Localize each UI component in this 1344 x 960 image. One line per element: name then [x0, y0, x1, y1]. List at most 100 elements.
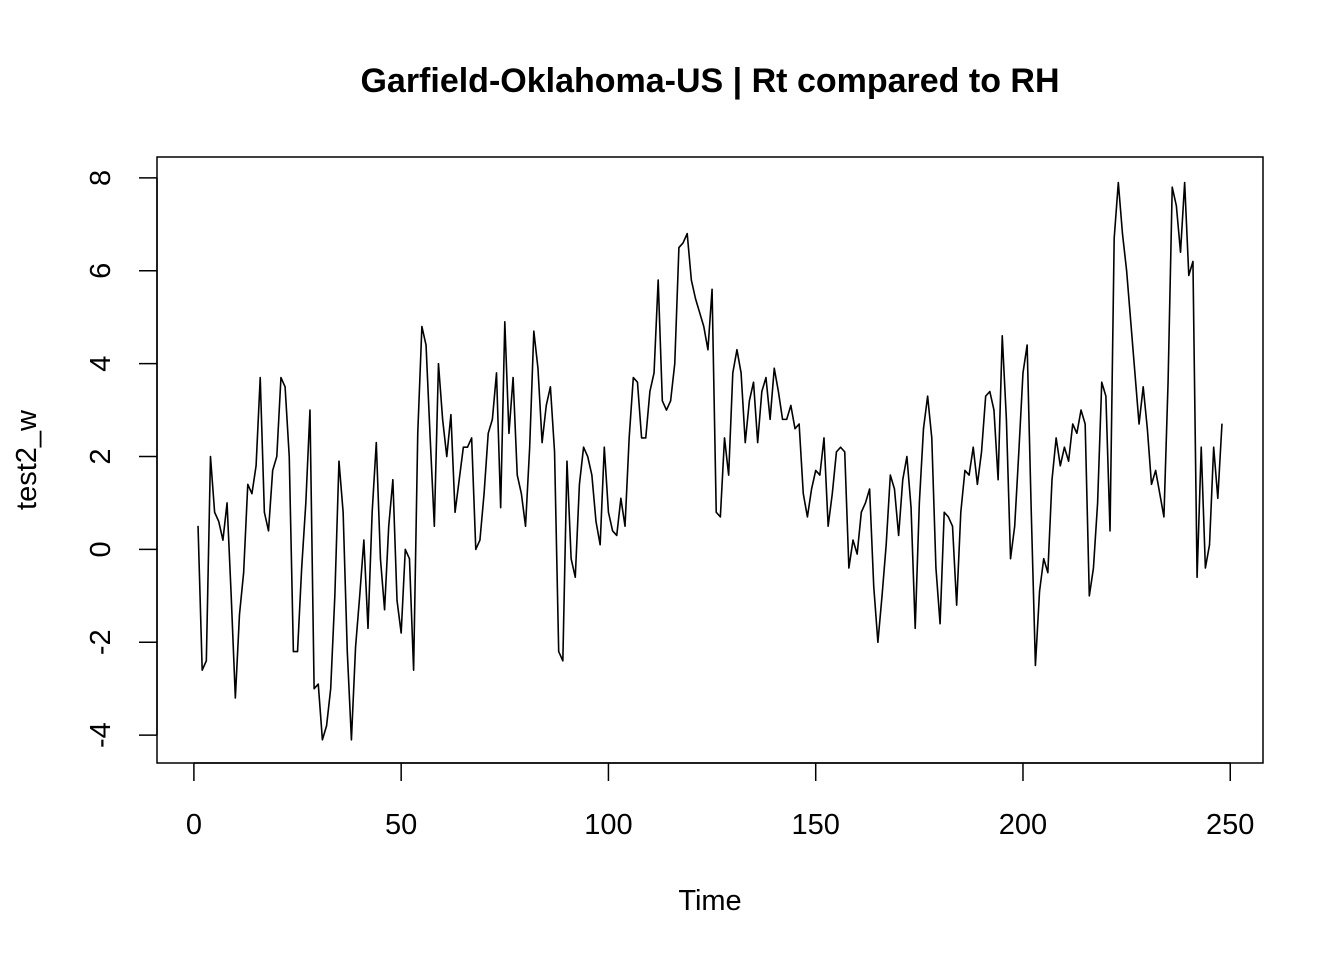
- data-point: [1134, 372, 1136, 374]
- data-point: [964, 469, 966, 472]
- data-point: [711, 288, 713, 290]
- x-tick-label: 250: [1206, 809, 1254, 841]
- data-point: [918, 502, 920, 504]
- x-tick-label: 50: [385, 809, 417, 841]
- data-point: [487, 432, 489, 434]
- data-point: [810, 488, 813, 490]
- data-point: [972, 446, 974, 448]
- data-point: [367, 627, 369, 629]
- data-point: [284, 386, 286, 388]
- data-point: [570, 558, 572, 560]
- data-point: [773, 367, 775, 369]
- data-point: [334, 595, 336, 597]
- data-point: [379, 558, 382, 560]
- data-point: [839, 446, 842, 448]
- data-point: [516, 474, 518, 476]
- data-point: [599, 544, 601, 546]
- data-point: [292, 650, 294, 653]
- data-point: [342, 511, 344, 513]
- y-tick-label: -2: [85, 629, 117, 655]
- data-point: [354, 646, 357, 648]
- data-point: [267, 530, 270, 532]
- data-point: [1014, 525, 1016, 527]
- x-axis: 0 50 100 150 200 250: [186, 762, 1254, 841]
- data-point: [1088, 595, 1090, 597]
- data-point: [1001, 335, 1003, 337]
- data-point: [682, 242, 684, 244]
- data-point: [313, 688, 315, 690]
- data-point: [815, 469, 817, 472]
- data-point: [690, 279, 692, 281]
- y-tick-label: -4: [85, 722, 117, 748]
- data-point: [728, 474, 730, 476]
- data-point: [359, 595, 361, 597]
- data-point: [777, 390, 779, 393]
- data-point: [491, 418, 493, 420]
- data-point: [997, 479, 999, 481]
- data-point: [197, 525, 199, 527]
- data-point: [1221, 423, 1223, 425]
- data-point: [976, 483, 978, 485]
- y-axis-label: test2_w: [11, 409, 43, 510]
- data-point: [545, 404, 547, 407]
- data-point: [483, 493, 485, 495]
- data-point: [214, 511, 216, 513]
- data-point: [1105, 395, 1107, 397]
- data-point: [686, 233, 688, 235]
- data-point: [429, 437, 431, 439]
- data-point: [661, 400, 663, 402]
- data-point: [694, 298, 697, 300]
- data-point: [848, 567, 850, 569]
- data-point: [247, 483, 249, 485]
- data-point: [1038, 590, 1041, 592]
- data-point: [835, 451, 838, 453]
- data-point: [844, 451, 846, 453]
- data-point: [868, 488, 871, 490]
- data-point: [620, 497, 622, 499]
- data-point: [765, 376, 767, 379]
- data-point: [980, 451, 983, 453]
- data-point: [201, 669, 203, 671]
- data-point: [371, 511, 373, 513]
- data-point: [1109, 530, 1111, 532]
- data-point: [396, 599, 398, 602]
- data-point: [736, 349, 738, 351]
- data-point: [330, 688, 332, 690]
- data-point: [338, 460, 340, 462]
- data-point: [1184, 181, 1186, 184]
- data-point: [910, 506, 912, 509]
- data-point: [989, 390, 991, 393]
- data-point: [1051, 479, 1053, 481]
- data-point: [218, 520, 220, 523]
- data-point: [653, 372, 655, 374]
- x-tick-label: 0: [186, 809, 202, 841]
- data-point: [1005, 418, 1007, 420]
- plot-frame: [156, 156, 1264, 764]
- data-point: [852, 539, 854, 541]
- data-point: [790, 404, 792, 407]
- data-point: [1018, 451, 1020, 453]
- data-point: [956, 604, 958, 606]
- data-point: [566, 460, 568, 462]
- data-point: [582, 446, 585, 448]
- data-point: [649, 390, 651, 393]
- data-point: [251, 493, 253, 495]
- data-point: [719, 516, 721, 518]
- data-point: [495, 372, 498, 374]
- data-point: [603, 446, 605, 448]
- data-point: [802, 493, 804, 495]
- data-point: [860, 511, 862, 513]
- data-point: [914, 627, 916, 629]
- data-point: [877, 641, 879, 643]
- data-point: [325, 725, 328, 727]
- data-point: [1192, 260, 1194, 263]
- data-point: [960, 511, 962, 513]
- data-point: [1067, 460, 1070, 462]
- data-point: [1196, 576, 1198, 578]
- data-point: [636, 381, 639, 383]
- data-point: [595, 520, 597, 523]
- data-point: [699, 311, 701, 314]
- data-point: [1200, 446, 1202, 448]
- data-point: [798, 423, 800, 425]
- data-point: [1179, 251, 1182, 253]
